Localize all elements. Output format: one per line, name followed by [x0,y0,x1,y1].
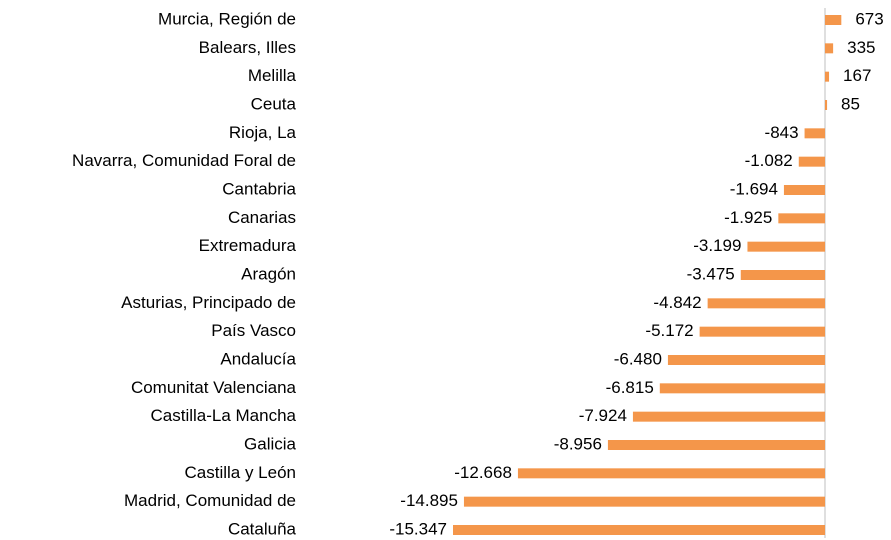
category-label: País Vasco [211,321,296,340]
category-label: Extremadura [199,236,297,255]
bar [707,298,825,309]
value-label: -15.347 [389,519,447,538]
category-label: Navarra, Comunidad Foral de [72,151,296,170]
value-label: -1.694 [730,179,778,198]
bar [783,185,825,195]
category-label: Asturias, Principado de [121,293,296,312]
category-label: Balears, Illes [199,38,296,57]
bar [747,241,825,252]
bar [825,71,830,82]
value-label: -8.956 [554,434,602,453]
value-label: 167 [843,66,871,85]
value-label: -5.172 [645,321,693,340]
bar [659,383,825,394]
category-label: Melilla [248,66,297,85]
category-label: Ceuta [251,94,297,113]
value-label: -3.199 [693,236,741,255]
bar [740,270,825,280]
value-label: -6.480 [614,349,662,368]
category-label: Cantabria [222,179,296,198]
bar [607,440,825,450]
category-label: Comunitat Valenciana [131,378,297,397]
category-label: Galicia [244,434,297,453]
category-label: Aragón [241,264,296,283]
category-label: Rioja, La [229,123,297,142]
value-label: -12.668 [454,463,512,482]
value-label: -3.475 [687,264,735,283]
bar [632,411,825,422]
bar [463,496,825,507]
value-label: -6.815 [606,378,654,397]
category-label: Canarias [228,208,296,227]
value-label: -4.842 [653,293,701,312]
category-label: Castilla-La Mancha [150,406,296,425]
bar [517,468,825,479]
category-label: Cataluña [228,519,297,538]
bar [453,525,825,535]
value-label: 673 [855,9,883,28]
category-label: Madrid, Comunidad de [124,491,296,510]
bar [798,156,825,167]
category-label: Murcia, Región de [158,9,296,28]
value-label: 85 [841,94,860,113]
value-label: 335 [847,38,875,57]
value-label: -843 [765,123,799,142]
bar [667,355,825,365]
value-label: -1.925 [724,208,772,227]
value-label: -7.924 [579,406,627,425]
bar [825,43,834,54]
bar [699,326,825,337]
bar [778,213,825,224]
value-label: -1.082 [745,151,793,170]
category-label: Andalucía [220,349,296,368]
bar [825,15,842,25]
value-label: -14.895 [400,491,458,510]
category-label: Castilla y León [184,463,296,482]
bar [825,100,828,110]
bar [804,128,825,139]
